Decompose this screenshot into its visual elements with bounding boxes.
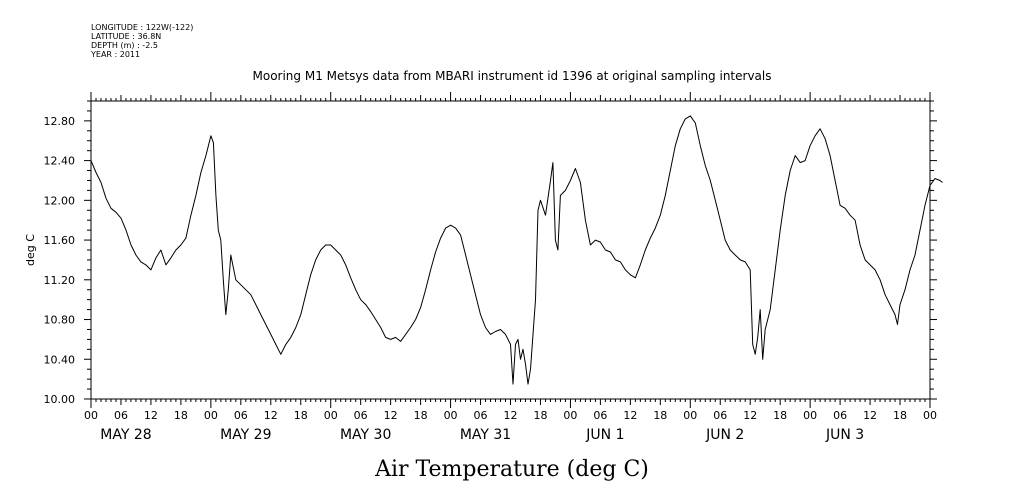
day-label: JUN 2 [705,427,744,443]
hour-tick-label: 12 [144,409,158,422]
metadata-line: LATITUDE : 36.8N [91,32,161,41]
hour-tick-label: 06 [234,409,248,422]
hour-tick-label: 00 [204,409,218,422]
hour-tick-label: 18 [414,409,428,422]
y-tick-labels: 10.00 10.40 10.80 11.20 11.60 12.00 12.40 12.80 [44,115,76,406]
hour-tick-label: 06 [593,409,607,422]
hour-tick-label: 06 [833,409,847,422]
y-tick-label: 12.40 [44,155,76,168]
hour-tick-label: 12 [623,409,637,422]
series-line-0 [90,115,943,385]
series-group [90,115,943,385]
metadata-line: LONGITUDE : 122W(-122) [91,23,193,32]
metadata-line: DEPTH (m) : -2.5 [91,41,158,50]
hour-tick-label: 06 [354,409,368,422]
hour-tick-label: 12 [504,409,518,422]
metadata-line: YEAR : 2011 [90,50,140,59]
hour-tick-label: 00 [923,409,937,422]
day-labels: MAY 28 MAY 29 MAY 30 MAY 31 JUN 1 JUN 2 JUN 3 [100,427,864,443]
y-tick-label: 12.80 [44,115,76,128]
hour-tick-label: 18 [294,409,308,422]
hour-tick-label: 00 [444,409,458,422]
hour-tick-label: 18 [773,409,787,422]
hour-tick-label: 06 [713,409,727,422]
hour-tick-label: 18 [533,409,547,422]
day-label: MAY 28 [100,427,151,443]
hour-tick-label: 00 [683,409,697,422]
hour-tick-label: 00 [324,409,338,422]
hour-tick-label: 18 [893,409,907,422]
day-label: MAY 30 [340,427,391,443]
bottom-axis-ticks [90,399,931,408]
hour-tick-label: 00 [563,409,577,422]
top-axis-ticks [90,92,931,101]
hour-tick-label: 12 [863,409,877,422]
left-axis-ticks [84,100,91,400]
y-tick-label: 11.60 [44,234,76,247]
hour-tick-label: 12 [384,409,398,422]
y-axis-label: deg C [24,234,37,266]
right-axis-ticks [930,100,937,400]
y-tick-label: 11.20 [44,274,76,287]
hour-tick-label: 12 [743,409,757,422]
hour-tick-labels: 00 06 12 18 00 06 12 18 00 06 12 18 00 06 12 18 00 06 12 18… [84,409,937,422]
hour-tick-label: 06 [474,409,488,422]
hour-tick-label: 18 [174,409,188,422]
y-tick-label: 10.80 [44,314,76,327]
hour-tick-label: 12 [264,409,278,422]
metadata-block: LONGITUDE : 122W(-122)LATITUDE : 36.8NDE… [90,23,193,59]
day-label: MAY 29 [220,427,271,443]
y-tick-label: 10.40 [44,353,76,366]
x-axis-label: Air Temperature (deg C) [374,457,649,482]
chart-title: Mooring M1 Metsys data from MBARI instru… [253,69,772,83]
hour-tick-label: 06 [114,409,128,422]
hour-tick-label: 18 [653,409,667,422]
day-label: JUN 3 [825,427,864,443]
day-label: JUN 1 [585,427,624,443]
hour-tick-label: 00 [84,409,98,422]
y-tick-label: 12.00 [44,194,76,207]
plot-frame [90,100,931,400]
hour-tick-label: 00 [803,409,817,422]
day-label: MAY 31 [460,427,511,443]
y-tick-label: 10.00 [44,393,76,406]
